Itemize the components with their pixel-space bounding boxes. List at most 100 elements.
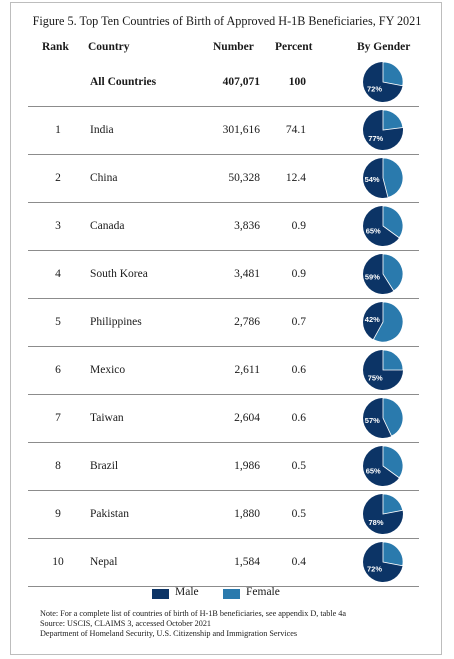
gender-pie-chart: 65% bbox=[363, 205, 404, 246]
pie-slice-female bbox=[382, 157, 404, 198]
pie-slice-female bbox=[382, 493, 404, 515]
row-divider bbox=[28, 346, 419, 347]
pie-male-percent-label: 65% bbox=[366, 467, 381, 476]
cell-rank: 9 bbox=[55, 508, 61, 520]
cell-percent: 0.4 bbox=[291, 556, 306, 568]
gender-pie-chart: 65% bbox=[363, 445, 404, 486]
cell-country: India bbox=[90, 124, 114, 136]
row-divider bbox=[28, 586, 419, 587]
cell-number: 301,616 bbox=[222, 124, 260, 136]
cell-rank: 10 bbox=[52, 556, 64, 568]
header-country: Country bbox=[88, 41, 130, 53]
gender-pie-chart: 77% bbox=[363, 109, 404, 150]
header-rank: Rank bbox=[42, 41, 69, 53]
cell-percent: 0.6 bbox=[291, 364, 306, 376]
row-divider bbox=[28, 154, 419, 155]
cell-rank: 8 bbox=[55, 460, 61, 472]
gender-pie-chart: 42% bbox=[363, 301, 404, 343]
row-divider bbox=[28, 106, 419, 107]
pie-slice-female bbox=[382, 349, 404, 371]
cell-rank: 2 bbox=[55, 172, 61, 184]
gender-pie-chart: 75% bbox=[363, 349, 404, 390]
gender-pie-chart: 54% bbox=[363, 157, 404, 198]
pie-male-percent-label: 72% bbox=[367, 85, 382, 94]
pie-male-percent-label: 77% bbox=[368, 134, 383, 143]
note-appendix: Note: For a complete list of countries o… bbox=[40, 609, 347, 618]
pie-slice-female bbox=[372, 301, 404, 343]
pie-slice-female bbox=[382, 61, 404, 87]
gender-pie-chart: 72% bbox=[363, 541, 404, 582]
header-percent: Percent bbox=[275, 41, 313, 53]
note-department: Department of Homeland Security, U.S. Ci… bbox=[40, 629, 298, 638]
cell-percent: 74.1 bbox=[285, 124, 306, 136]
cell-percent: 0.7 bbox=[291, 316, 306, 328]
row-divider bbox=[28, 490, 419, 491]
row-divider bbox=[28, 250, 419, 251]
cell-country: Mexico bbox=[90, 364, 126, 376]
cell-rank: 4 bbox=[55, 268, 61, 280]
cell-number: 407,071 bbox=[222, 76, 260, 88]
cell-rank: 6 bbox=[55, 364, 61, 376]
legend-male-swatch bbox=[152, 589, 169, 599]
pie-male-percent-label: 65% bbox=[366, 227, 381, 236]
pie-slice-female bbox=[382, 205, 404, 239]
cell-country: Canada bbox=[90, 220, 125, 232]
cell-rank: 3 bbox=[55, 220, 61, 232]
pie-male-percent-label: 72% bbox=[367, 565, 382, 574]
chart-title: Figure 5. Top Ten Countries of Birth of … bbox=[32, 14, 422, 28]
cell-rank: 1 bbox=[55, 124, 61, 136]
cell-country: Taiwan bbox=[90, 412, 124, 424]
header-by-gender: By Gender bbox=[357, 41, 411, 53]
cell-number: 1,986 bbox=[234, 460, 260, 472]
row-divider bbox=[28, 202, 419, 203]
legend-female-label: Female bbox=[246, 586, 280, 598]
gender-pie-chart: 57% bbox=[363, 397, 404, 438]
cell-country: China bbox=[90, 172, 118, 184]
cell-country: Philippines bbox=[90, 316, 142, 328]
cell-country: Brazil bbox=[90, 460, 119, 472]
pie-slice-female bbox=[382, 541, 404, 567]
cell-number: 2,786 bbox=[234, 316, 260, 328]
pie-male-percent-label: 54% bbox=[365, 175, 380, 184]
cell-percent: 12.4 bbox=[285, 172, 306, 184]
pie-male-percent-label: 59% bbox=[365, 273, 380, 282]
gender-pie-chart: 78% bbox=[363, 493, 404, 534]
row-divider bbox=[28, 442, 419, 443]
cell-country: All Countries bbox=[90, 76, 157, 88]
cell-country: Nepal bbox=[90, 556, 118, 568]
row-divider bbox=[28, 394, 419, 395]
legend-male-label: Male bbox=[175, 586, 199, 598]
pie-slice-female bbox=[382, 445, 404, 479]
gender-pie-chart: 59% bbox=[363, 253, 404, 294]
pie-slice-female bbox=[382, 109, 404, 131]
figure-frame bbox=[10, 2, 442, 655]
cell-number: 1,880 bbox=[234, 508, 260, 520]
cell-country: Pakistan bbox=[90, 508, 129, 520]
pie-male-percent-label: 75% bbox=[368, 373, 383, 382]
pie-male-percent-label: 78% bbox=[368, 518, 383, 527]
cell-percent: 0.5 bbox=[291, 460, 306, 472]
cell-percent: 0.6 bbox=[291, 412, 306, 424]
cell-percent: 0.5 bbox=[291, 508, 306, 520]
cell-number: 1,584 bbox=[234, 556, 260, 568]
gender-pie-chart: 72% bbox=[363, 61, 404, 102]
cell-number: 3,836 bbox=[234, 220, 260, 232]
cell-number: 2,611 bbox=[234, 364, 260, 376]
pie-slice-female bbox=[382, 397, 404, 437]
cell-number: 3,481 bbox=[234, 268, 260, 280]
legend-female-swatch bbox=[223, 589, 240, 599]
header-number: Number bbox=[213, 41, 254, 53]
cell-rank: 5 bbox=[55, 316, 61, 328]
cell-number: 50,328 bbox=[228, 172, 260, 184]
cell-country: South Korea bbox=[90, 268, 148, 280]
cell-percent: 0.9 bbox=[291, 220, 306, 232]
cell-number: 2,604 bbox=[234, 412, 260, 424]
note-source: Source: USCIS, CLAIMS 3, accessed Octobe… bbox=[40, 619, 212, 628]
cell-rank: 7 bbox=[55, 412, 61, 424]
pie-male-percent-label: 42% bbox=[365, 315, 380, 324]
cell-percent: 100 bbox=[288, 76, 306, 88]
cell-percent: 0.9 bbox=[291, 268, 306, 280]
pie-male-percent-label: 57% bbox=[365, 416, 380, 425]
row-divider bbox=[28, 538, 419, 539]
row-divider bbox=[28, 298, 419, 299]
